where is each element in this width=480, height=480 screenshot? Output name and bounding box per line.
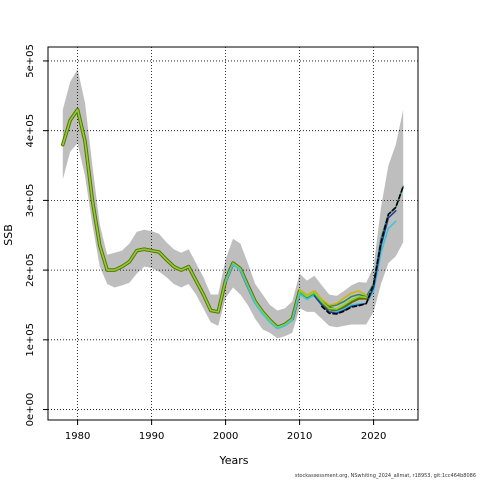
y-tick-label: 3e+05 bbox=[25, 184, 36, 218]
x-tick-label: 1980 bbox=[65, 431, 90, 442]
y-tick-label: 2e+05 bbox=[25, 253, 36, 287]
y-tick-label: 5e+05 bbox=[25, 44, 36, 78]
series-line bbox=[298, 288, 368, 306]
source-footer: stockassessment.org, NSwhiting_2024_allm… bbox=[295, 473, 476, 479]
y-axis-ticks: 0e+00 1e+05 2e+05 3e+05 4e+05 5e+05 bbox=[25, 44, 48, 426]
plot-frame bbox=[47, 46, 419, 421]
confidence-band-area bbox=[62, 69, 404, 339]
y-tick-label: 4e+05 bbox=[25, 114, 36, 148]
confidence-band bbox=[62, 69, 404, 339]
x-axis-ticks: 1980 1990 2000 2010 2020 bbox=[65, 420, 386, 442]
y-tick-label: 1e+05 bbox=[25, 323, 36, 357]
x-axis-title: Years bbox=[218, 454, 248, 467]
series-lines bbox=[60, 107, 405, 330]
x-tick-label: 2000 bbox=[213, 431, 238, 442]
y-tick-label: 0e+00 bbox=[25, 393, 36, 427]
series-line bbox=[61, 108, 368, 329]
grid bbox=[48, 47, 418, 420]
x-tick-label: 2010 bbox=[287, 431, 312, 442]
y-axis-title: SSB bbox=[2, 224, 15, 246]
x-tick-label: 2020 bbox=[361, 431, 386, 442]
x-tick-label: 1990 bbox=[139, 431, 164, 442]
series-line bbox=[320, 185, 405, 315]
